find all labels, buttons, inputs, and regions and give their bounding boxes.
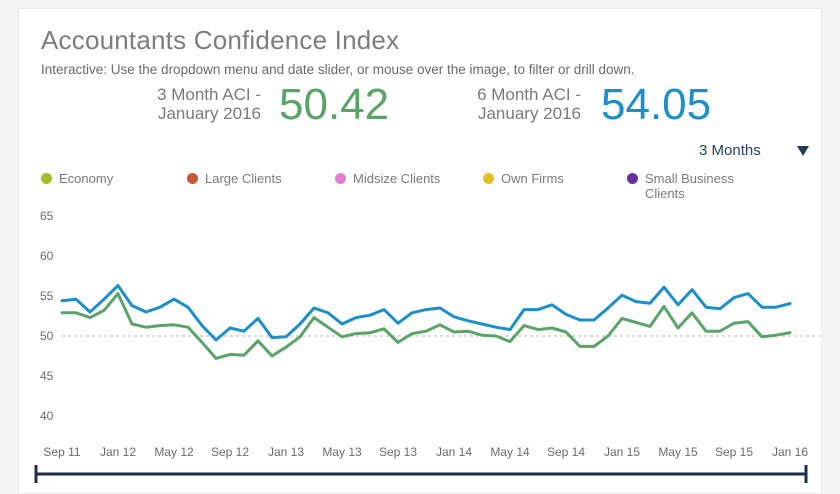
kpi-3month-label-line2: January 2016 xyxy=(157,104,261,123)
period-dropdown-value[interactable]: 3 Months xyxy=(699,142,761,159)
legend-dot-icon xyxy=(41,173,52,184)
y-tick-label: 50 xyxy=(40,329,54,343)
period-dropdown[interactable]: 3 Months xyxy=(699,141,809,163)
chevron-down-icon[interactable] xyxy=(797,146,809,156)
y-axis: 40 45 50 55 60 65 xyxy=(40,209,54,423)
kpi-6month-label-line2: January 2016 xyxy=(477,104,581,123)
x-tick-label: Jan 16 xyxy=(772,445,808,459)
x-tick-label: Jan 15 xyxy=(604,445,640,459)
x-tick-label: Jan 13 xyxy=(268,445,304,459)
legend-label: Small Business Clients xyxy=(645,171,734,201)
kpi-6month-value: 54.05 xyxy=(601,80,712,129)
x-tick-label: Sep 15 xyxy=(715,445,753,459)
x-tick-label: May 12 xyxy=(154,445,194,459)
page-subtitle: Interactive: Use the dropdown menu and d… xyxy=(41,62,635,77)
date-slider[interactable] xyxy=(34,465,808,483)
kpi-3month-label-line1: 3 Month ACI - xyxy=(157,85,261,104)
legend-dot-icon xyxy=(187,173,198,184)
legend-dot-icon xyxy=(335,173,346,184)
x-tick-label: Jan 14 xyxy=(436,445,472,459)
kpi-6month-label: 6 Month ACI - January 2016 xyxy=(441,85,581,123)
y-tick-label: 65 xyxy=(40,209,54,223)
series-line[interactable] xyxy=(60,292,792,360)
y-tick-label: 40 xyxy=(40,409,54,423)
legend-label: Own Firms xyxy=(501,171,564,186)
kpi-3month-label: 3 Month ACI - January 2016 xyxy=(121,85,261,123)
x-tick-label: Sep 13 xyxy=(379,445,417,459)
x-tick-label: May 15 xyxy=(658,445,698,459)
legend-dot-icon xyxy=(483,173,494,184)
dashboard-card: Accountants Confidence Index Interactive… xyxy=(18,8,822,494)
legend-label: Large Clients xyxy=(205,171,282,186)
y-tick-label: 45 xyxy=(40,369,54,383)
x-tick-label: Sep 11 xyxy=(43,445,80,459)
x-tick-label: Sep 12 xyxy=(211,445,249,459)
x-axis: Sep 11 Jan 12 May 12 Sep 12 Jan 13 May 13 Sep … xyxy=(43,445,808,459)
legend-dot-icon xyxy=(627,173,638,184)
legend-label: Economy xyxy=(59,171,114,186)
chart-series[interactable] xyxy=(60,284,792,360)
x-tick-label: Jan 12 xyxy=(100,445,136,459)
legend-label: Midsize Clients xyxy=(353,171,441,186)
page-title: Accountants Confidence Index xyxy=(41,25,400,55)
y-tick-label: 60 xyxy=(40,249,54,263)
x-tick-label: May 13 xyxy=(322,445,362,459)
x-tick-label: May 14 xyxy=(490,445,530,459)
series-line[interactable] xyxy=(60,284,792,342)
kpi-3month-value: 50.42 xyxy=(279,80,390,129)
chart-legend: Economy Large Clients Midsize Clients Ow… xyxy=(19,171,823,205)
y-tick-label: 55 xyxy=(40,289,54,303)
kpi-6month-label-line1: 6 Month ACI - xyxy=(477,85,581,104)
x-tick-label: Sep 14 xyxy=(547,445,585,459)
